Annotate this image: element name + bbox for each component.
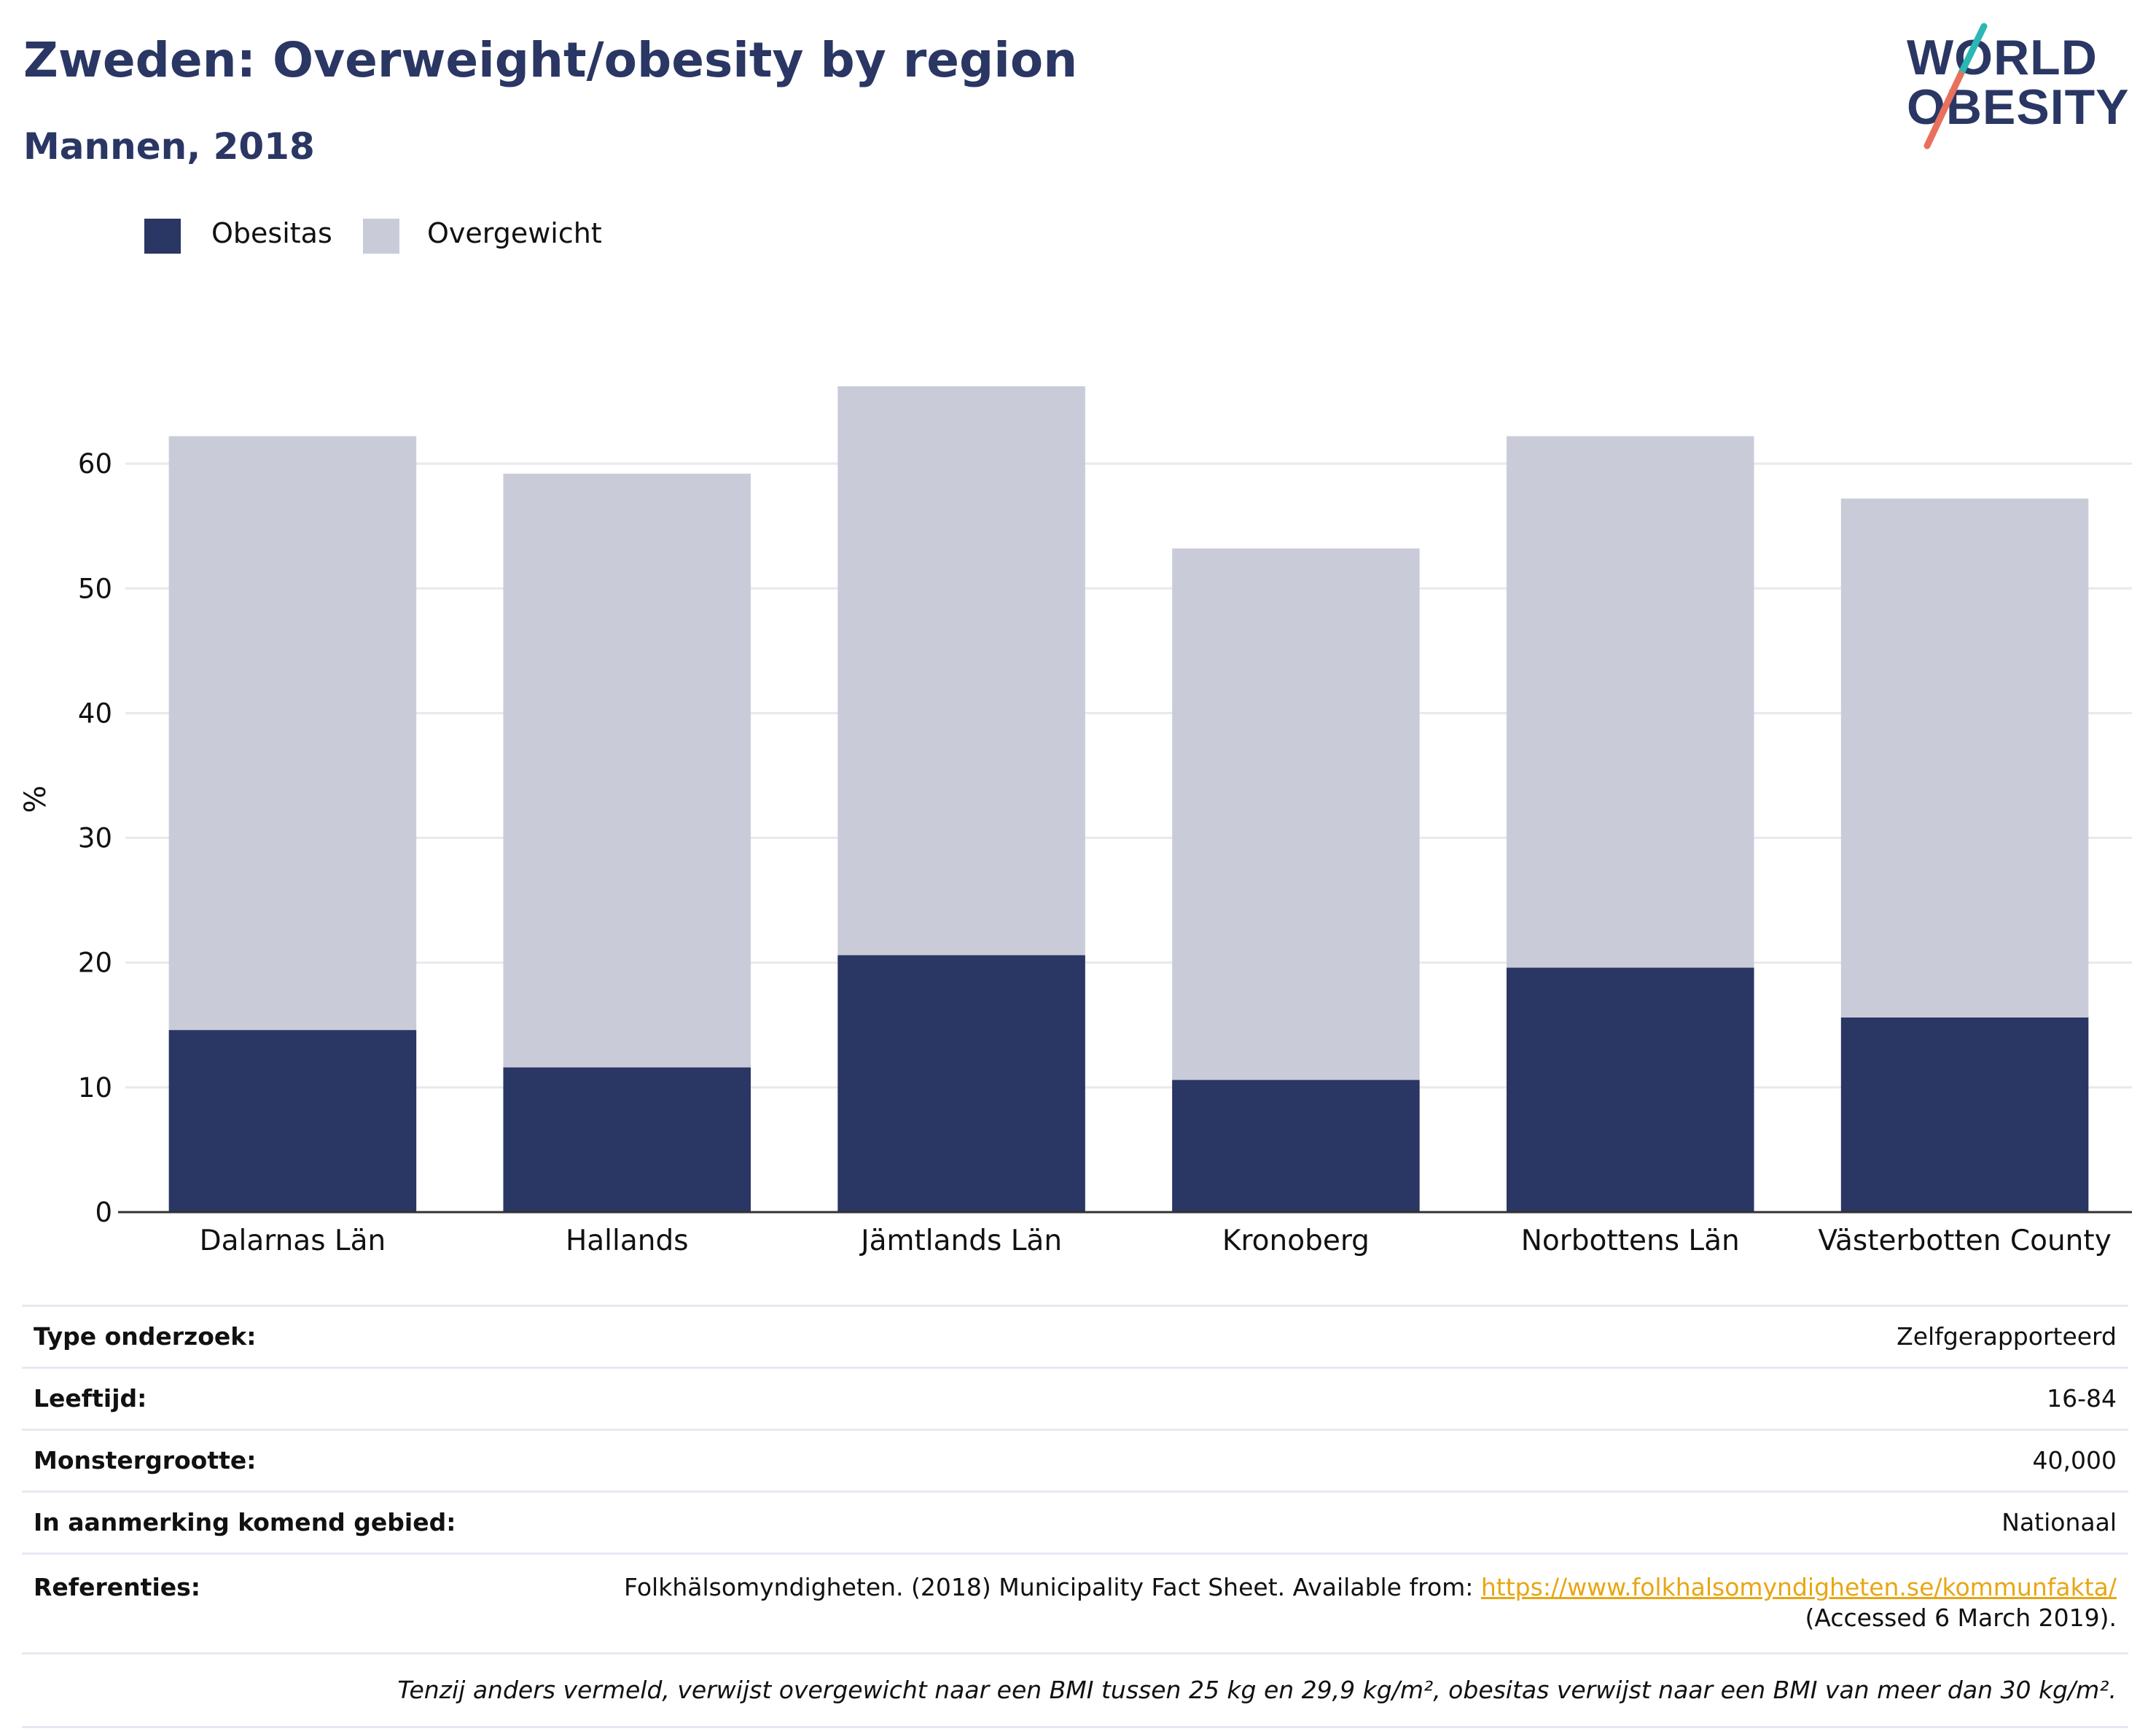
references-text: Folkhälsomyndigheten. (2018) Municipalit… <box>513 1572 2117 1633</box>
logo-line2: OBESITY <box>1907 79 2130 135</box>
info-value: Zelfgerapporteerd <box>1897 1322 2117 1351</box>
info-row-area: In aanmerking komend gebied: Nationaal <box>22 1491 2128 1553</box>
page-title: Zweden: Overweight/obesity by region <box>23 32 1078 88</box>
bar-obesitas <box>837 955 1085 1212</box>
world-obesity-logo: WORLD OBESITY <box>1907 23 2130 149</box>
x-tick-label: Kronoberg <box>1222 1225 1370 1257</box>
legend-swatch-overgewicht <box>363 219 399 254</box>
info-key: Leeftijd: <box>34 1384 147 1413</box>
y-tick-label: 0 <box>95 1197 112 1228</box>
bmi-definition-note: Tenzij anders vermeld, verwijst overgewi… <box>397 1676 2117 1704</box>
info-value: Nationaal <box>2001 1508 2117 1536</box>
x-tick-label: Hallands <box>566 1225 689 1257</box>
logo-slash-bottom <box>1923 71 1964 149</box>
page-subtitle: Mannen, 2018 <box>23 125 315 168</box>
info-value: 16-84 <box>2047 1384 2117 1413</box>
y-axis-title: % <box>19 785 52 813</box>
y-tick-label: 20 <box>78 948 112 979</box>
y-tick-label: 50 <box>78 573 112 604</box>
x-tick-label: Jämtlands Län <box>859 1225 1062 1257</box>
logo-slash-top <box>1957 23 1988 78</box>
y-tick-label: 10 <box>78 1072 112 1104</box>
x-tick-label: Norbottens Län <box>1521 1225 1740 1257</box>
bar-overgewicht <box>168 436 417 1031</box>
bar-overgewicht <box>1506 436 1754 968</box>
info-key: Monstergrootte: <box>34 1446 257 1475</box>
bar-overgewicht <box>503 473 751 1068</box>
info-value: 40,000 <box>2032 1446 2117 1475</box>
bar-overgewicht <box>837 386 1085 956</box>
bar-overgewicht <box>1172 548 1420 1080</box>
bar-overgewicht <box>1840 499 2089 1018</box>
bar-chart: 0 10 20 30 40 50 60% Dalarnas Län Hallands Jämtla… <box>19 386 2132 1257</box>
bar-obesitas <box>503 1067 751 1212</box>
info-row-sample-size: Monstergrootte: 40,000 <box>22 1429 2128 1491</box>
references-text-after: (Accessed 6 March 2019). <box>1805 1604 2117 1632</box>
info-key: Type onderzoek: <box>34 1322 257 1351</box>
y-tick-label: 40 <box>78 698 112 729</box>
references-text-before: Folkhälsomyndigheten. (2018) Municipalit… <box>624 1573 1481 1601</box>
y-tick-label: 60 <box>78 448 112 480</box>
info-key: Referenties: <box>34 1573 200 1601</box>
legend-item-obesitas[interactable]: Obesitas <box>144 216 334 257</box>
x-tick-label: Dalarnas Län <box>200 1225 386 1257</box>
info-row-type: Type onderzoek: Zelfgerapporteerd <box>22 1305 2128 1367</box>
info-key: In aanmerking komend gebied: <box>34 1508 456 1536</box>
bar-obesitas <box>168 1030 417 1212</box>
y-tick-label: 30 <box>78 823 112 854</box>
info-row-references: Referenties: Folkhälsomyndigheten. (2018… <box>22 1553 2128 1652</box>
survey-info-table: Type onderzoek: Zelfgerapporteerd Leefti… <box>22 1305 2128 1728</box>
legend-label-obesitas: Obesitas <box>211 217 332 249</box>
bar-obesitas <box>1172 1079 1420 1212</box>
bar-obesitas <box>1840 1018 2089 1212</box>
legend-item-overgewicht[interactable]: Overgewicht <box>363 216 602 257</box>
references-link[interactable]: https://www.folkhalsomyndigheten.se/komm… <box>1480 1573 2117 1601</box>
x-tick-label: Västerbotten County <box>1818 1225 2111 1257</box>
bar-obesitas <box>1506 967 1754 1212</box>
logo-line1: WORLD <box>1907 30 2098 85</box>
legend-swatch-obesitas <box>144 219 181 254</box>
info-row-age: Leeftijd: 16-84 <box>22 1367 2128 1429</box>
info-row-note: Tenzij anders vermeld, verwijst overgewi… <box>22 1652 2128 1728</box>
legend-label-overgewicht: Overgewicht <box>427 217 602 249</box>
